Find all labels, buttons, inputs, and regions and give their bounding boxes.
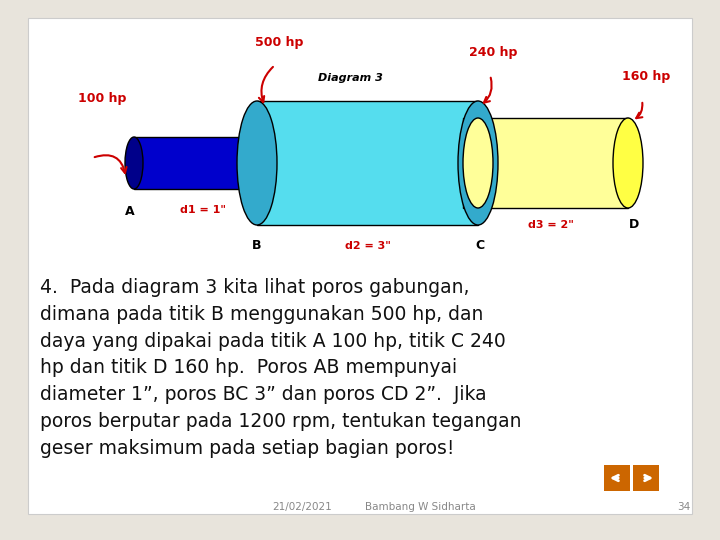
Ellipse shape <box>237 101 277 225</box>
Text: C: C <box>475 239 485 252</box>
Ellipse shape <box>125 137 143 189</box>
FancyBboxPatch shape <box>633 465 659 491</box>
FancyArrowPatch shape <box>484 78 492 103</box>
Text: Bambang W Sidharta: Bambang W Sidharta <box>365 502 476 512</box>
Text: B: B <box>252 239 262 252</box>
FancyArrowPatch shape <box>636 103 642 118</box>
Ellipse shape <box>248 137 266 189</box>
Ellipse shape <box>613 118 643 208</box>
Text: d3 = 2": d3 = 2" <box>528 220 574 230</box>
Text: 34: 34 <box>677 502 690 512</box>
Bar <box>134 137 257 189</box>
FancyBboxPatch shape <box>604 465 630 491</box>
Text: D: D <box>629 218 639 231</box>
Text: 240 hp: 240 hp <box>469 46 517 59</box>
Text: 160 hp: 160 hp <box>622 70 670 83</box>
FancyArrowPatch shape <box>94 155 127 173</box>
Bar <box>257 101 478 225</box>
Text: d1 = 1": d1 = 1" <box>181 205 227 215</box>
Text: 4.  Pada diagram 3 kita lihat poros gabungan,
dimana pada titik B menggunakan 50: 4. Pada diagram 3 kita lihat poros gabun… <box>40 278 521 458</box>
FancyArrowPatch shape <box>259 67 273 102</box>
Bar <box>463 118 628 208</box>
Text: 21/02/2021: 21/02/2021 <box>272 502 332 512</box>
FancyBboxPatch shape <box>28 18 692 514</box>
Ellipse shape <box>463 118 493 208</box>
Text: 500 hp: 500 hp <box>255 36 303 49</box>
Text: A: A <box>125 205 135 218</box>
Text: d2 = 3": d2 = 3" <box>345 241 390 251</box>
Ellipse shape <box>458 101 498 225</box>
Text: Diagram 3: Diagram 3 <box>318 73 382 83</box>
Text: 100 hp: 100 hp <box>78 92 126 105</box>
